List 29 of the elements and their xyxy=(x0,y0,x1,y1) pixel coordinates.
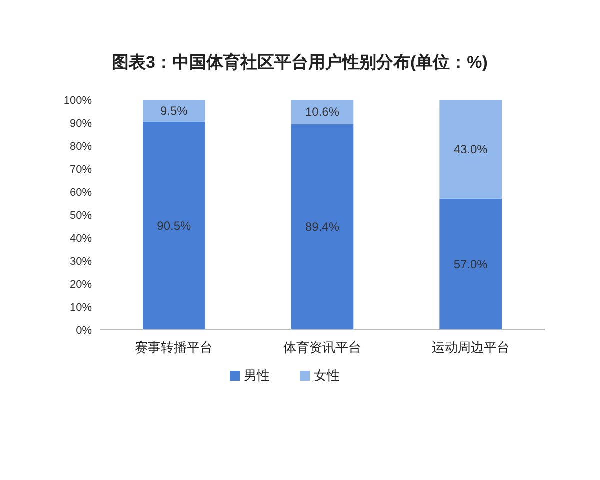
y-tick-label: 40% xyxy=(70,233,92,245)
bar xyxy=(143,122,206,330)
y-tick-label: 100% xyxy=(64,95,92,107)
legend-label: 男性 xyxy=(244,368,270,383)
legend-label: 女性 xyxy=(314,368,340,383)
bar xyxy=(291,124,354,330)
y-tick-label: 0% xyxy=(76,325,92,337)
x-tick-label: 体育资讯平台 xyxy=(284,340,362,355)
y-tick-label: 60% xyxy=(70,187,92,199)
chart-title: 图表3：中国体育社区平台用户性别分布(单位：%) xyxy=(112,52,488,72)
bar xyxy=(440,100,502,199)
bar xyxy=(440,198,502,330)
bar xyxy=(143,100,206,122)
data-label: 57.0% xyxy=(454,257,488,272)
y-tick-label: 70% xyxy=(70,164,92,176)
data-label: 90.5% xyxy=(157,218,192,233)
y-tick-label: 30% xyxy=(70,256,92,268)
bar xyxy=(291,100,354,124)
y-tick-label: 90% xyxy=(70,118,92,130)
y-tick-label: 50% xyxy=(70,210,92,222)
x-tick-label: 运动周边平台 xyxy=(432,340,510,355)
y-tick-label: 20% xyxy=(70,279,92,291)
data-label: 10.6% xyxy=(305,105,340,120)
data-label: 43.0% xyxy=(454,142,488,156)
x-tick-label: 赛事转播平台 xyxy=(135,340,214,355)
y-tick-label: 80% xyxy=(70,141,92,153)
y-tick-label: 10% xyxy=(70,302,92,314)
data-label: 89.4% xyxy=(305,220,340,234)
data-label: 9.5% xyxy=(160,104,188,118)
